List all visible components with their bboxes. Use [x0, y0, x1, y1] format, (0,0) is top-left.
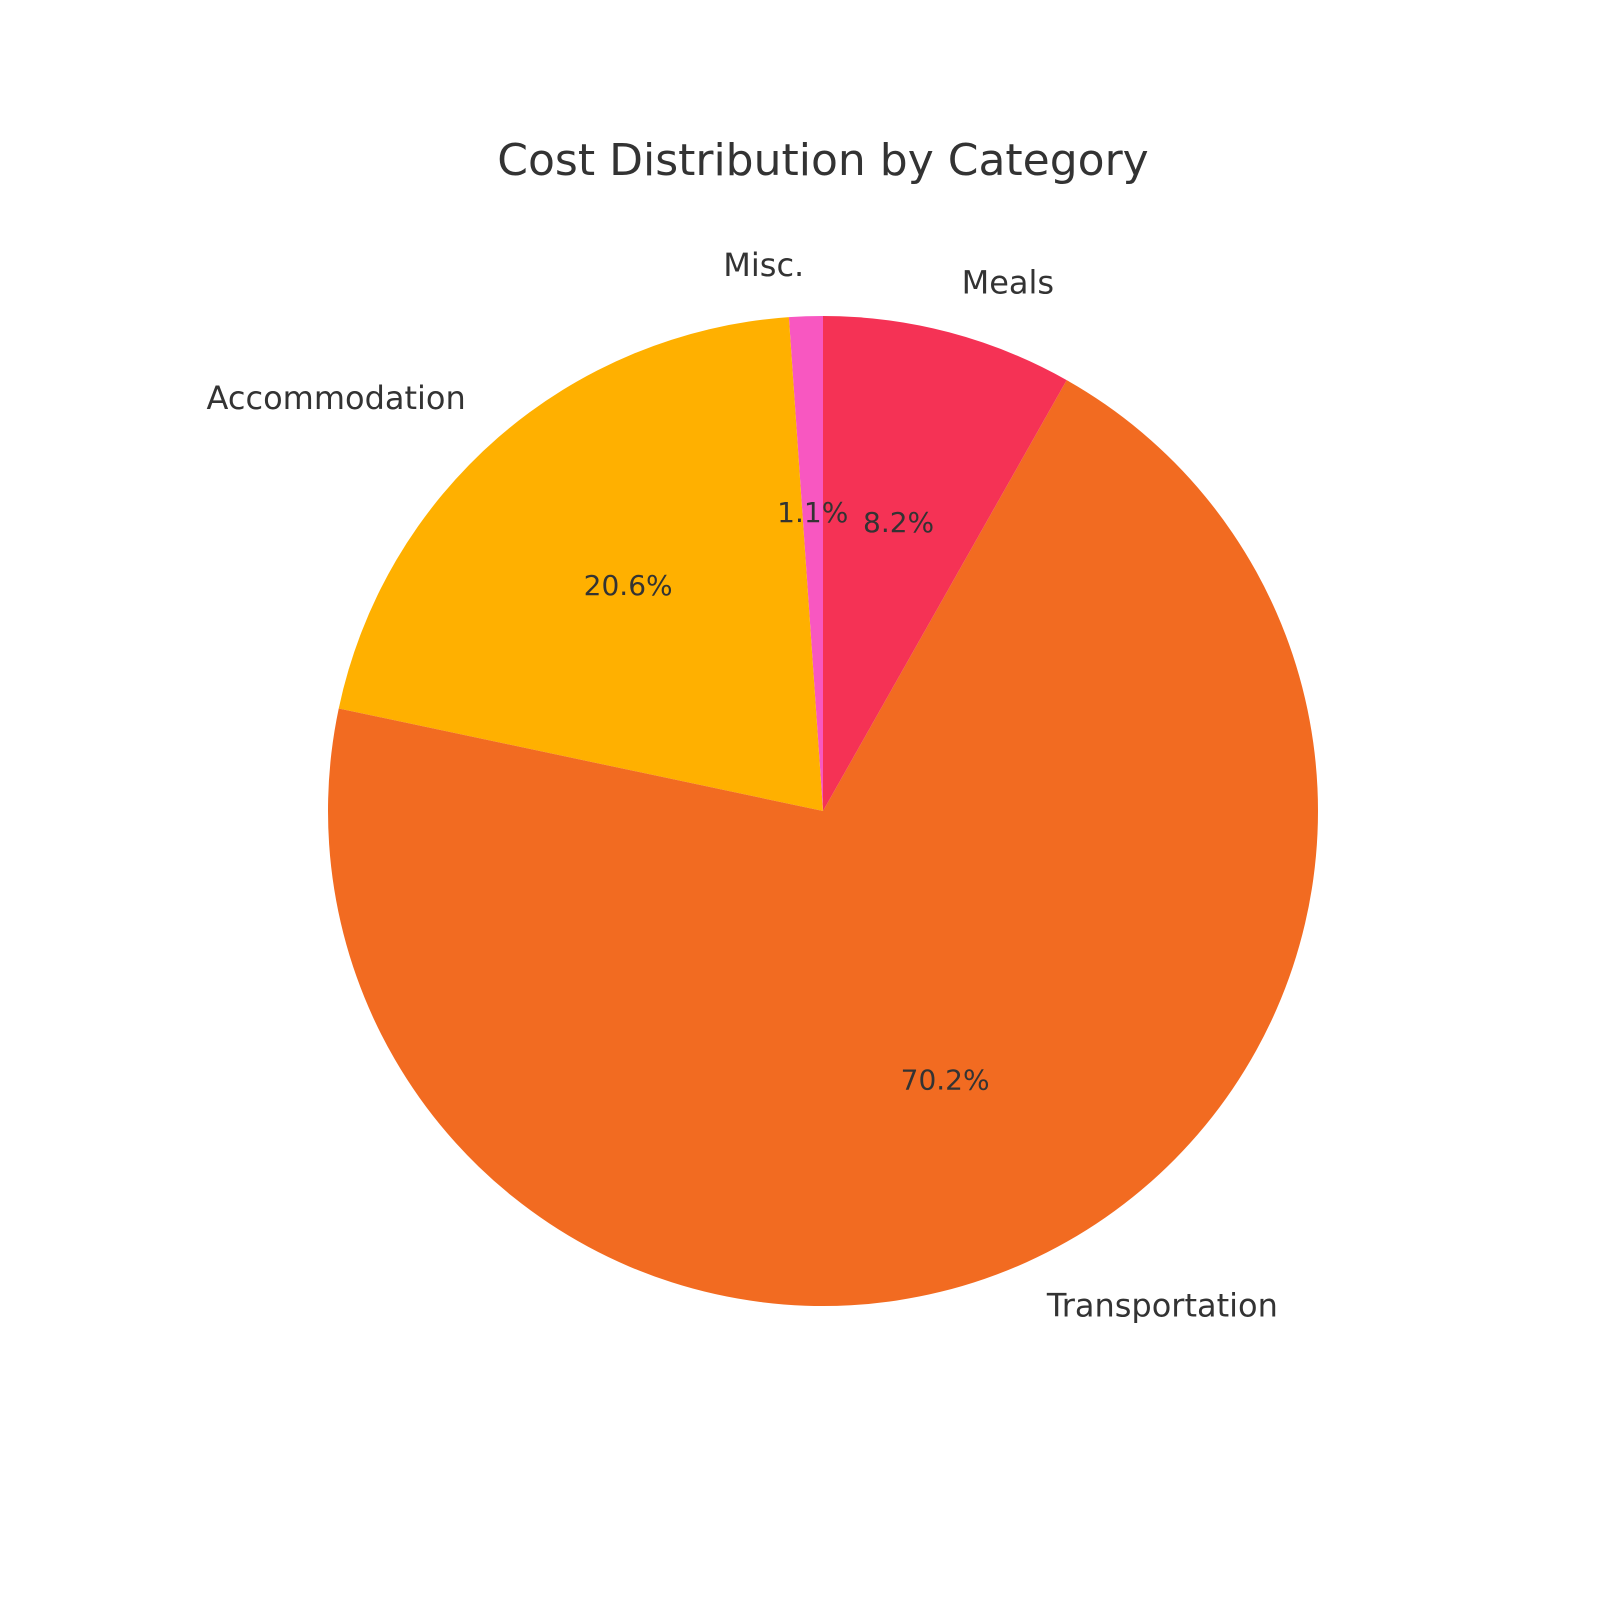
pie-slice-transportation: [327, 380, 1318, 1307]
pie-slices: [327, 316, 1318, 1307]
chart-title: Cost Distribution by Category: [497, 135, 1148, 186]
pct-label-accommodation: 20.6%: [584, 569, 673, 602]
slice-label-accommodation: Accommodation: [207, 379, 466, 417]
slice-labels: Misc. Accommodation Transportation Meals: [207, 246, 1278, 1325]
slice-label-misc: Misc.: [723, 246, 804, 284]
pct-label-meals: 8.2%: [863, 506, 934, 539]
pct-label-transportation: 70.2%: [901, 1064, 990, 1097]
pct-label-misc: 1.1%: [777, 496, 848, 529]
pie-slice-accommodation: [338, 317, 823, 811]
pie-slice-misc: [788, 316, 823, 811]
percentage-labels: 1.1% 20.6% 70.2% 8.2%: [584, 496, 990, 1097]
slice-label-meals: Meals: [962, 263, 1054, 301]
pie-slice-meals: [823, 316, 1067, 811]
slice-label-transportation: Transportation: [1046, 1286, 1278, 1324]
